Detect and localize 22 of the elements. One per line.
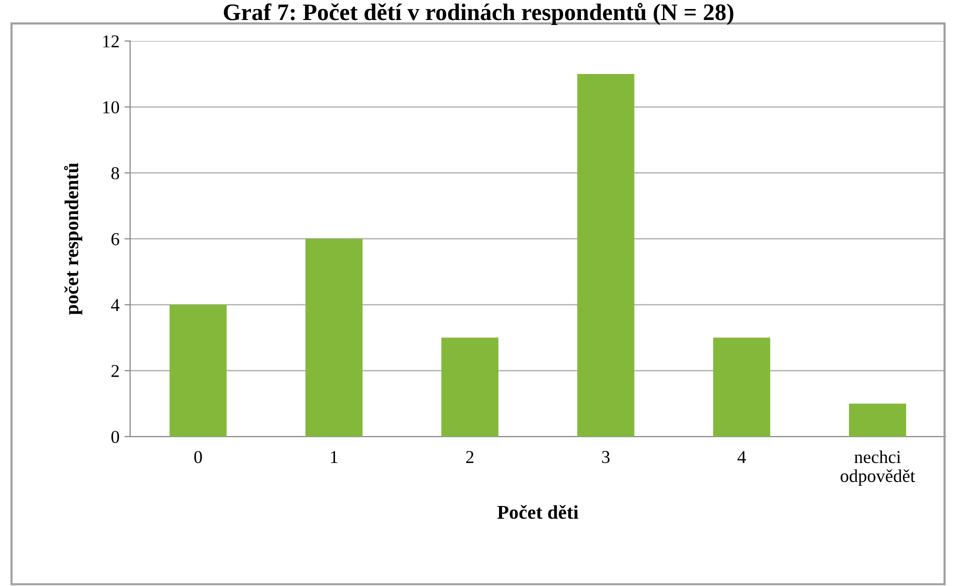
y-axis-title: počet respondentů xyxy=(64,163,82,315)
x-tick-label: 4 xyxy=(738,451,746,463)
x-tick-label: nechci odpovědět xyxy=(840,450,916,486)
x-tick-label: 0 xyxy=(194,450,202,464)
bar xyxy=(170,304,227,437)
y-tick-label: 0 xyxy=(111,430,120,444)
bar xyxy=(441,338,498,437)
bar xyxy=(305,238,363,437)
x-axis-title: Počet děti xyxy=(497,504,578,519)
y-tick-label: 6 xyxy=(111,233,120,246)
x-tick-label: 2 xyxy=(466,451,474,463)
y-tick-label: 4 xyxy=(111,299,120,311)
bar xyxy=(849,404,906,437)
chart-title: Graf 7: Počet dětí v rodinách respondentů (N = 28) xyxy=(224,2,734,26)
y-tick-label: 10 xyxy=(103,101,120,114)
x-tick-label: 3 xyxy=(602,451,610,464)
y-tick-label: 2 xyxy=(112,364,119,377)
y-tick-label: 8 xyxy=(111,167,120,180)
bar xyxy=(577,74,634,437)
x-tick-label: 1 xyxy=(331,451,338,463)
bar xyxy=(713,338,770,437)
y-tick-label: 12 xyxy=(103,35,119,48)
